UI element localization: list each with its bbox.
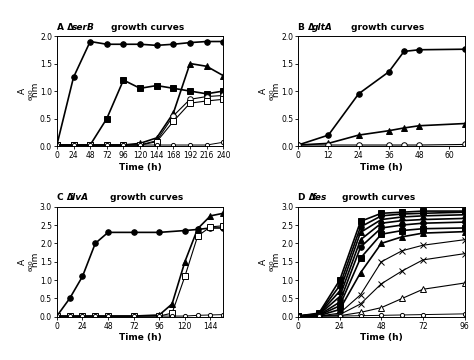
Text: D Δ: D Δ: [298, 193, 316, 202]
Text: A: A: [18, 88, 27, 94]
Text: 600: 600: [270, 259, 275, 271]
Text: serB: serB: [72, 23, 95, 32]
Text: growth curves: growth curves: [107, 193, 183, 202]
Text: C Δ: C Δ: [57, 193, 73, 202]
Text: A: A: [259, 259, 268, 265]
Text: 600: 600: [28, 89, 34, 100]
Text: ilvA: ilvA: [70, 193, 89, 202]
X-axis label: Time (h): Time (h): [360, 163, 403, 172]
Text: growth curves: growth curves: [339, 193, 415, 202]
Text: 600: 600: [270, 89, 275, 100]
Text: growth curves: growth curves: [348, 23, 424, 32]
Text: nm: nm: [31, 253, 40, 270]
X-axis label: Time (h): Time (h): [118, 333, 162, 342]
Text: B Δ: B Δ: [298, 23, 315, 32]
Text: A: A: [259, 88, 268, 94]
Text: 600: 600: [28, 259, 34, 271]
X-axis label: Time (h): Time (h): [360, 333, 403, 342]
Text: growth curves: growth curves: [109, 23, 185, 32]
Text: nm: nm: [273, 82, 282, 100]
Text: gltA: gltA: [311, 23, 332, 32]
Text: nm: nm: [273, 253, 282, 270]
Text: A: A: [18, 259, 27, 265]
Text: A Δ: A Δ: [57, 23, 74, 32]
X-axis label: Time (h): Time (h): [118, 163, 162, 172]
Text: fes: fes: [311, 193, 327, 202]
Text: nm: nm: [31, 82, 40, 100]
